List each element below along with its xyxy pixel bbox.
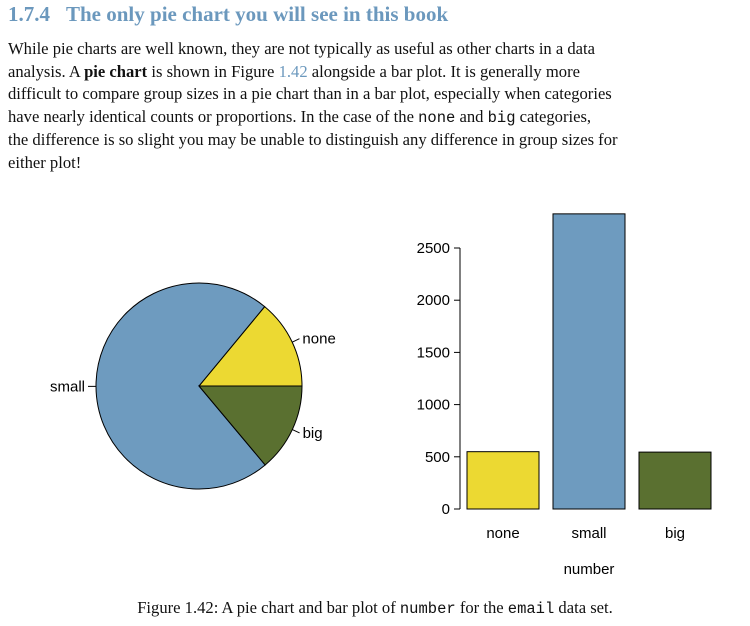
text-run: and	[455, 106, 488, 126]
bar-small	[552, 213, 626, 510]
paragraph-line-4: have nearly identical counts or proporti…	[8, 106, 742, 130]
pie-chart: none small big	[50, 282, 336, 490]
caption-text: Figure 1.42: A pie chart and bar plot of	[137, 598, 400, 617]
text-run: alongside a bar plot. It is generally mo…	[307, 61, 580, 81]
y-tick-label: 1500	[417, 344, 450, 361]
figure-reference-link[interactable]: 1.42	[278, 61, 308, 81]
y-tick-label: 500	[425, 449, 450, 466]
text-run: categories,	[515, 106, 592, 126]
section-number: 1.7.4	[8, 2, 50, 26]
bar-big	[638, 451, 712, 510]
bar-plot: 0 500 1000 1500 2000 2500 none small big number	[417, 213, 712, 578]
caption-text: data set.	[554, 598, 613, 617]
x-tick-label-none: none	[486, 525, 519, 542]
paragraph-line-3: difficult to compare group sizes in a pi…	[8, 84, 612, 104]
paragraph-line-5: the difference is so slight you may be u…	[8, 130, 618, 150]
y-tick-label: 2000	[417, 292, 450, 309]
bar-none	[466, 451, 540, 510]
text-run: have nearly identical counts or proporti…	[8, 106, 419, 126]
inline-code: big	[487, 108, 516, 127]
body-paragraph: While pie charts are well known, they ar…	[8, 38, 742, 175]
inline-code: none	[418, 108, 456, 127]
pie-label-none: none	[302, 331, 335, 348]
text-run: analysis. A	[8, 61, 85, 81]
pie-label-big: big	[303, 425, 323, 442]
caption-code: number	[399, 600, 456, 618]
paragraph-line-1: While pie charts are well known, they ar…	[8, 39, 596, 58]
section-heading: 1.7.4 The only pie chart you will see in …	[8, 2, 448, 27]
figure-1-42: none small big 0 500 1000 1500 2000 2500 none sma…	[50, 213, 712, 578]
caption-text: for the	[455, 598, 508, 617]
caption-code: email	[507, 600, 555, 618]
pie-slice-none	[197, 305, 303, 387]
x-tick-label-small: small	[571, 525, 606, 542]
paragraph-line-6: either plot!	[8, 152, 82, 172]
y-tick-label: 2500	[417, 240, 450, 257]
pie-label-tick	[292, 429, 300, 434]
paragraph-line-2: analysis. A pie chart is shown in Figure…	[8, 61, 742, 84]
section-title: The only pie chart you will see in this …	[66, 2, 449, 26]
x-axis-title: number	[564, 561, 615, 578]
pie-label-tick	[291, 338, 300, 343]
text-run: is shown in Figure	[147, 61, 279, 81]
pie-slice-big	[197, 385, 303, 466]
bold-term: pie chart	[84, 61, 148, 81]
y-tick-label: 1000	[417, 397, 450, 414]
x-tick-label-big: big	[665, 525, 685, 542]
pie-label-small: small	[50, 378, 85, 395]
figure-caption: Figure 1.42: A pie chart and bar plot of…	[0, 598, 750, 618]
y-tick-label: 0	[442, 501, 450, 518]
